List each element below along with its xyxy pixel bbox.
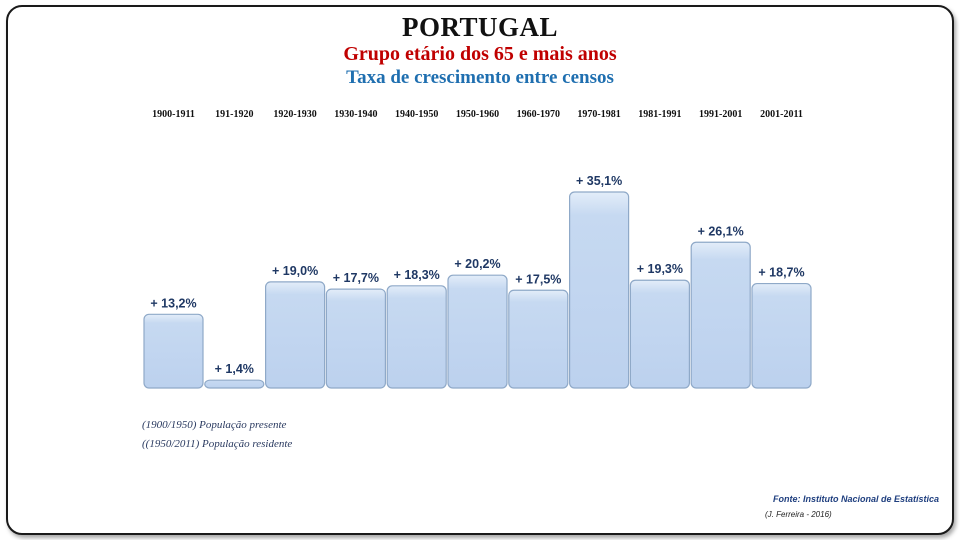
note-line-2: ((1950/2011) População residente [142,438,293,450]
value-label-1920-1930: + 19,0% [272,264,318,278]
notes: (1900/1950) População presente ((1950/20… [142,416,292,454]
category-label-1991-2001: 1991-2001 [699,109,742,120]
bar-1950-1960 [447,274,508,389]
chart-title: PORTUGAL [401,12,559,42]
category-labels: 1900-1911 191-1920 1920-1930 1930-1940 1940-… [152,109,803,120]
bars [143,191,812,389]
bar-1920-1930 [265,281,326,389]
category-label-1920-1930: 1920-1930 [273,109,316,120]
category-label-2001-2011: 2001-2011 [760,109,803,120]
author-note: (J. Ferreira - 2016) [765,510,832,519]
value-label-191-1920: + 1,4% [215,362,254,376]
value-label-1970-1981: + 35,1% [576,174,622,188]
category-label-1960-1970: 1960-1970 [517,109,560,120]
bar-1900-1911 [143,313,204,389]
note-line-1: (1900/1950) População presente [142,419,287,431]
bar-1960-1970 [508,289,569,389]
bar-191-1920 [204,379,265,389]
category-label-1981-1991: 1981-1991 [638,109,681,120]
category-label-1970-1981: 1970-1981 [577,109,620,120]
bar-1981-1991 [629,279,691,389]
category-label-191-1920: 191-1920 [215,109,253,120]
bar-1940-1950 [386,285,447,389]
value-label-1900-1911: + 13,2% [150,296,196,310]
category-label-1950-1960: 1950-1960 [456,109,499,120]
category-label-1940-1950: 1940-1950 [395,109,438,120]
value-label-1940-1950: + 18,3% [394,268,440,282]
value-label-1981-1991: + 19,3% [637,262,683,276]
value-label-1991-2001: + 26,1% [698,224,744,238]
value-label-1950-1960: + 20,2% [454,257,500,271]
bar-1970-1981 [568,191,630,389]
chart-subtitle-2: Taxa de crescimento entre censos [346,67,614,88]
bar-1930-1940 [325,288,386,389]
value-label-1960-1970: + 17,5% [515,272,561,286]
bar-2001-2011 [751,282,812,389]
source-note: Fonte: Instituto Nacional de Estatística [772,494,939,504]
category-label-1930-1940: 1930-1940 [334,109,377,120]
value-labels: + 13,2% + 1,4% + 19,0% + 17,7% + 18,3% + 20,2… [150,174,804,376]
bar-1991-2001 [690,241,751,389]
category-label-1900-1911: 1900-1911 [152,109,195,120]
value-label-2001-2011: + 18,7% [758,266,804,280]
value-label-1930-1940: + 17,7% [333,271,379,285]
slide-frame [6,5,954,535]
chart-subtitle: Grupo etário dos 65 e mais anos [343,43,617,65]
